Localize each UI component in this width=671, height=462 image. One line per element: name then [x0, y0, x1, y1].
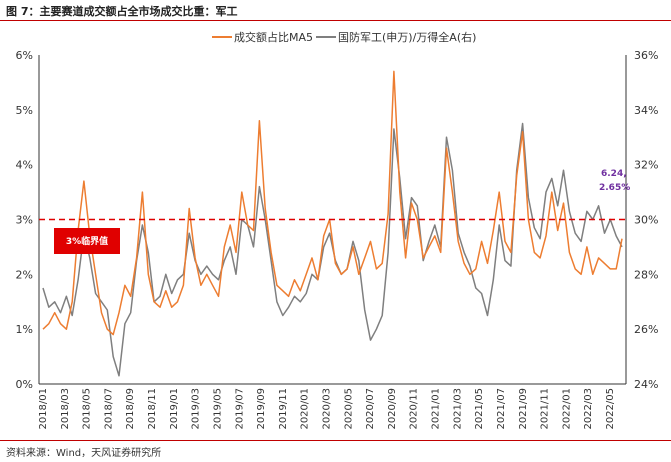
x-tick-label: 2018/07: [103, 388, 114, 430]
legend-label-series1: 成交额占比MA5: [234, 30, 313, 44]
y-right-tick-label: 28%: [634, 268, 658, 281]
bottom-rule: [0, 440, 671, 441]
x-tick-label: 2018/01: [38, 388, 49, 430]
threshold-label: 3%临界值: [66, 235, 108, 247]
y-right-tick-label: 26%: [634, 323, 658, 336]
y-left-tick-label: 5%: [16, 104, 33, 117]
y-right-tick-label: 30%: [634, 214, 658, 227]
annotation-value: 2.65%: [599, 183, 630, 193]
y-left-tick-label: 0%: [16, 378, 33, 391]
y-left-tick-label: 6%: [16, 49, 33, 62]
annotation-date: 6.24,: [601, 169, 627, 179]
title-rule: [0, 20, 671, 21]
x-tick-label: 2020/11: [409, 388, 420, 430]
x-tick-label: 2022/03: [583, 388, 594, 430]
y-right-tick-label: 34%: [634, 104, 658, 117]
y-right-tick-label: 36%: [634, 49, 658, 62]
x-tick-labels: 2018/01 2018/03 2018/05 2018/07 2018/09 2018/…: [38, 388, 616, 430]
x-tick-label: 2020/05: [343, 388, 354, 430]
series-line-orange: [42, 70, 623, 336]
y-left-tick-label: 1%: [16, 323, 33, 336]
x-tick-label: 2019/11: [278, 388, 289, 430]
figure-title: 图 7：主要赛道成交额占全市场成交比重：军工: [6, 5, 238, 18]
x-tick-label: 2019/09: [256, 388, 267, 430]
x-tick-label: 2020/09: [387, 388, 398, 430]
y-right-tick-label: 24%: [634, 378, 658, 391]
threshold-label-box: [54, 228, 120, 254]
y-right-tick-label: 32%: [634, 159, 658, 172]
x-tick-label: 2020/03: [322, 388, 333, 430]
x-tick-label: 2020/07: [365, 388, 376, 430]
y-left-tick-label: 3%: [16, 214, 33, 227]
x-tick-label: 2019/01: [169, 388, 180, 430]
x-tick-label: 2022/05: [605, 388, 616, 430]
x-tick-label: 2021/11: [540, 388, 551, 430]
y-right-tick-labels: 24% 26% 28% 30% 32% 34% 36%: [634, 49, 658, 391]
y-left-tick-labels: 0% 1% 2% 3% 4% 5% 6%: [16, 49, 33, 391]
x-tick-label: 2022/01: [561, 388, 572, 430]
x-tick-label: 2018/03: [60, 388, 71, 430]
y-left-tick-label: 2%: [16, 268, 33, 281]
y-left-tick-label: 4%: [16, 159, 33, 172]
x-tick-label: 2018/05: [82, 388, 93, 430]
chart: 成交额占比MA5 国防军工(申万)/万得全A(右) 0% 1% 2% 3% 4% 5% 6%…: [16, 30, 659, 430]
x-tick-label: 2019/05: [212, 388, 223, 430]
x-tick-label: 2021/03: [452, 388, 463, 430]
legend-label-series2: 国防军工(申万)/万得全A(右): [338, 30, 476, 44]
x-tick-label: 2021/09: [518, 388, 529, 430]
x-tick-label: 2021/07: [496, 388, 507, 430]
x-tick-label: 2020/01: [300, 388, 311, 430]
x-tick-label: 2019/07: [234, 388, 245, 430]
x-tick-label: 2021/01: [431, 388, 442, 430]
series-line-gray: [42, 122, 623, 377]
x-tick-label: 2018/09: [125, 388, 136, 430]
source-note: 资料来源：Wind，天风证券研究所: [6, 448, 162, 459]
x-tick-label: 2019/03: [191, 388, 202, 430]
x-tick-label: 2018/11: [147, 388, 158, 430]
x-tick-label: 2021/05: [474, 388, 485, 430]
